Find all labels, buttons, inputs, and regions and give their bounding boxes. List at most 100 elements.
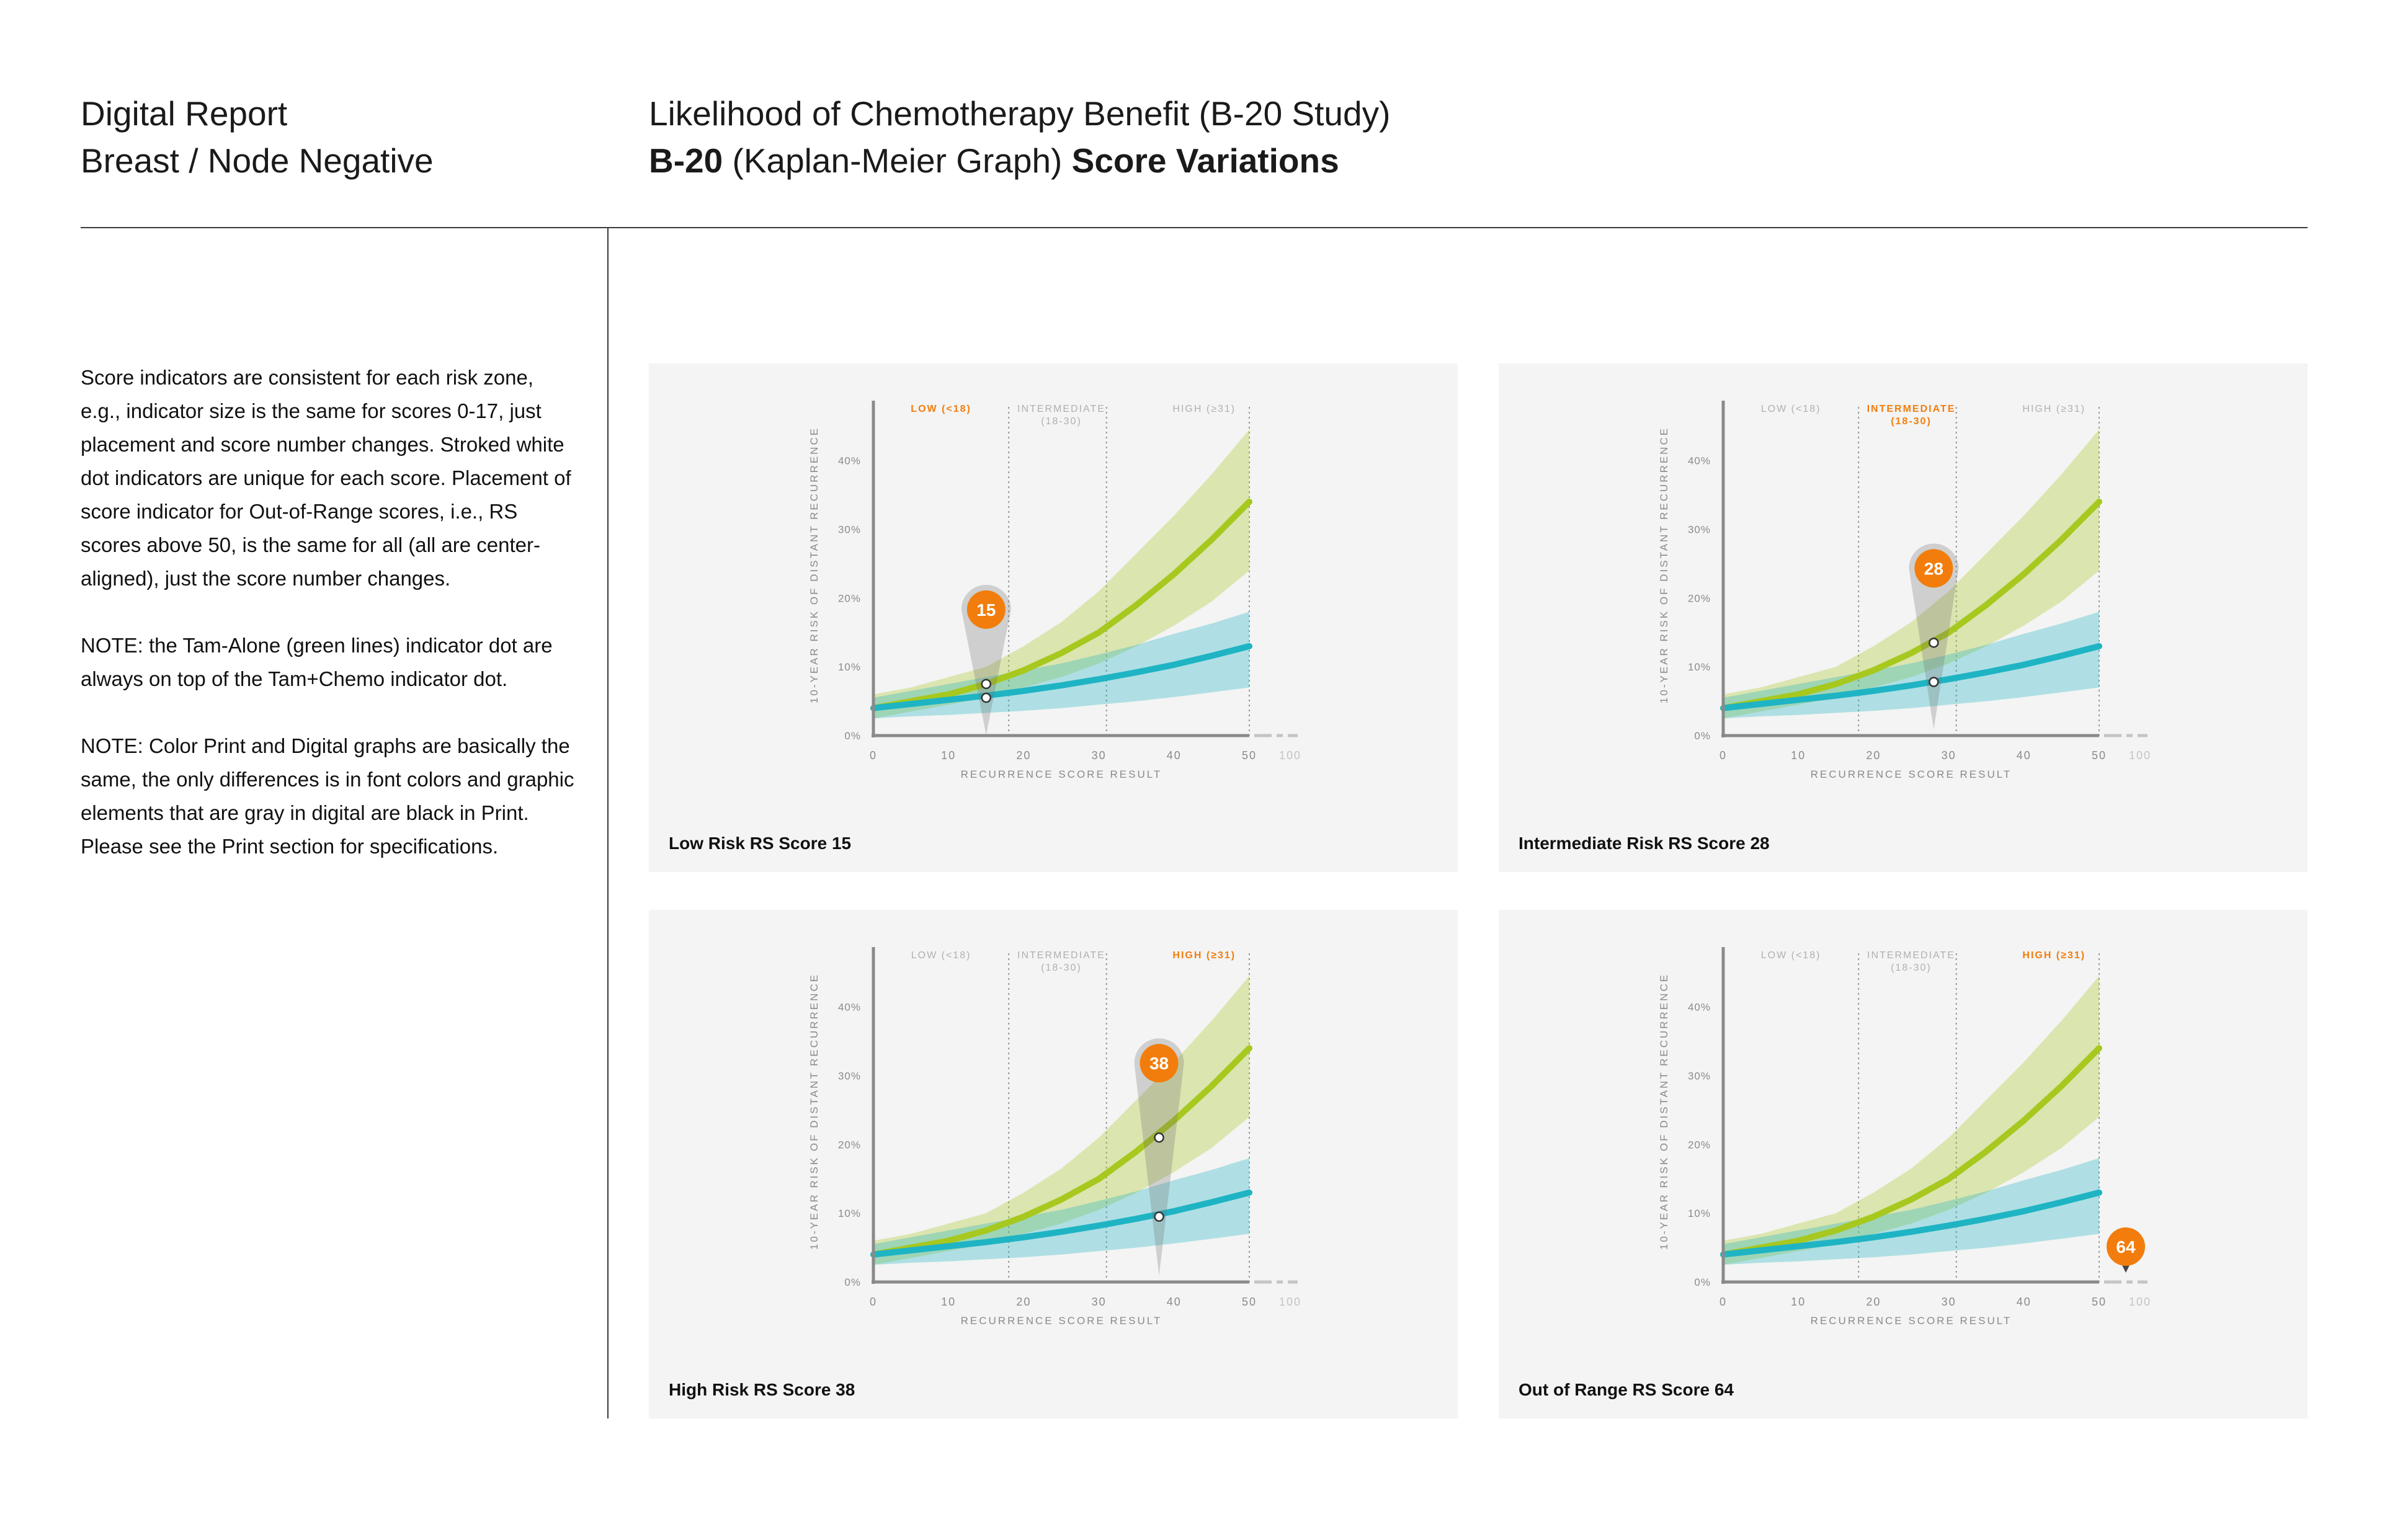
x-tick-label: 20 (1016, 1296, 1031, 1308)
tam-chemo-dot-icon (1154, 1211, 1164, 1222)
note-paragraph: Score indicators are consistent for each… (81, 366, 571, 590)
section-title-line2: B-20 (Kaplan-Meier Graph) Score Variatio… (649, 137, 1390, 184)
tam-alone-line (1720, 499, 2102, 711)
report-title: Digital Report Breast / Node Negative (81, 90, 434, 184)
header-divider (81, 227, 2308, 228)
x-tick-label: 0 (870, 749, 877, 762)
x-tick-label: 30 (1942, 1296, 1956, 1308)
tam-alone-line (1720, 1045, 2102, 1258)
y-axis-label: 10-YEAR RISK OF DISTANT RECURRENCE (808, 427, 820, 703)
x-tick-label: 100 (2129, 749, 2151, 762)
x-tick-label: 100 (1279, 749, 1301, 762)
x-tick-label: 10 (1791, 1296, 1806, 1308)
y-tick-label: 30% (838, 523, 861, 535)
y-tick-label: 20% (1688, 592, 1711, 604)
x-tick-label: 40 (1167, 749, 1182, 762)
y-tick-label: 0% (844, 730, 861, 742)
y-tick-label: 20% (1688, 1139, 1711, 1151)
chart-panel-intermediate: 0% 10% 20% 30% 40% 0 10 20 30 40 50 100 RECURRENCE S… (1499, 363, 2308, 872)
zone-sublabel: (18-30) (1041, 416, 1082, 427)
zone-sublabel: (18-30) (1891, 963, 1932, 973)
x-tick-label: 0 (1720, 749, 1727, 762)
x-tick-label: 40 (2017, 749, 2032, 762)
y-tick-label: 10% (838, 1208, 861, 1219)
tam-alone-line (870, 499, 1252, 711)
x-tick-label: 0 (870, 1296, 877, 1308)
zone-label: LOW (<18) (911, 404, 971, 414)
chart-out-of-range: 0% 10% 20% 30% 40% 0 10 20 30 40 50 100 RECURRENCE S… (1658, 947, 2150, 1327)
report-title-line1: Digital Report (81, 94, 288, 133)
y-tick-label: 0% (1694, 730, 1711, 742)
x-tick-label: 100 (1279, 1296, 1301, 1308)
x-tick-label: 10 (941, 1296, 956, 1308)
y-tick-label: 40% (838, 455, 861, 467)
y-tick-label: 10% (1688, 1208, 1711, 1219)
y-tick-label: 20% (838, 592, 861, 604)
score-pointer (1134, 1038, 1184, 1276)
x-axis-label: RECURRENCE SCORE RESULT (1811, 768, 2012, 780)
zone-label: HIGH (≥31) (2022, 404, 2085, 414)
x-tick-label: 10 (1791, 749, 1806, 762)
zone-label: HIGH (≥31) (1172, 404, 1236, 414)
y-tick-label: 20% (838, 1139, 861, 1151)
chart-caption: Low Risk RS Score 15 (669, 834, 852, 853)
tam-alone-line (870, 1045, 1252, 1258)
section-title-bold-variations: Score Variations (1071, 141, 1339, 180)
score-value: 38 (1149, 1054, 1169, 1073)
x-tick-label: 50 (2092, 1296, 2107, 1308)
tam-chemo-line (870, 643, 1252, 711)
notes-column: Score indicators are consistent for each… (81, 361, 577, 897)
x-tick-label: 50 (2092, 749, 2107, 762)
zone-label: INTERMEDIATE (1867, 950, 1955, 961)
x-tick-label: 10 (941, 749, 956, 762)
x-tick-label: 0 (1720, 1296, 1727, 1308)
column-divider (607, 228, 609, 1418)
tam-alone-dot-icon (1154, 1132, 1164, 1143)
note-paragraph: NOTE: Color Print and Digital graphs are… (81, 734, 574, 858)
tam-chemo-dot-icon (1929, 677, 1939, 687)
tam-chemo-line (1720, 643, 2102, 711)
section-title-line1: Likelihood of Chemotherapy Benefit (B-20… (649, 94, 1391, 133)
score-value: 28 (1924, 559, 1943, 578)
y-axis-label: 10-YEAR RISK OF DISTANT RECURRENCE (1658, 427, 1670, 703)
y-tick-label: 30% (838, 1070, 861, 1082)
section-title-mid: (Kaplan-Meier Graph) (723, 141, 1072, 180)
section-title: Likelihood of Chemotherapy Benefit (B-20… (649, 90, 1390, 184)
zone-label: LOW (<18) (1761, 950, 1821, 961)
x-tick-label: 20 (1866, 1296, 1881, 1308)
x-tick-label: 50 (1242, 1296, 1257, 1308)
tam-alone-dot-icon (1929, 638, 1939, 648)
chart-panel-out-of-range: 0% 10% 20% 30% 40% 0 10 20 30 40 50 100 RECURRENCE S… (1499, 910, 2308, 1418)
score-marker-icon (966, 590, 1006, 629)
x-tick-label: 30 (1092, 749, 1107, 762)
chart-intermediate: 0% 10% 20% 30% 40% 0 10 20 30 40 50 100 RECURRENCE S… (1658, 401, 2151, 780)
y-tick-label: 0% (844, 1276, 861, 1288)
zone-label: HIGH (≥31) (2022, 950, 2085, 961)
y-tick-label: 10% (1688, 661, 1711, 673)
section-title-bold-b20: B-20 (649, 141, 723, 180)
x-tick-label: 30 (1942, 749, 1956, 762)
x-tick-label: 20 (1016, 749, 1031, 762)
score-marker-icon (2107, 1227, 2145, 1266)
tam-chemo-dot-icon (981, 692, 992, 703)
chart-low: 0% 10% 20% 30% 40% 0 10 20 30 40 50 100 RECURRENCE S… (808, 401, 1301, 780)
zone-label: LOW (<18) (911, 950, 971, 961)
score-marker-icon (1140, 1044, 1179, 1083)
report-title-line2: Breast / Node Negative (81, 141, 434, 180)
chart-high: 0% 10% 20% 30% 40% 0 10 20 30 40 50 100 RECURRENCE S… (808, 947, 1301, 1327)
chart-caption: Intermediate Risk RS Score 28 (1519, 834, 1770, 853)
x-axis-label: RECURRENCE SCORE RESULT (961, 768, 1162, 780)
chart-caption: Out of Range RS Score 64 (1519, 1380, 1734, 1399)
y-tick-label: 40% (1688, 1002, 1711, 1013)
y-tick-label: 10% (838, 661, 861, 673)
x-tick-label: 40 (2017, 1296, 2032, 1308)
zone-label: LOW (<18) (1761, 404, 1821, 414)
chart-panel-low: 0% 10% 20% 30% 40% 0 10 20 30 40 50 100 RECURRENCE S… (649, 363, 1458, 872)
score-marker-icon (1914, 549, 1953, 588)
y-axis-label: 10-YEAR RISK OF DISTANT RECURRENCE (1658, 973, 1670, 1250)
tam-chemo-line (1720, 1189, 2102, 1258)
chart-caption: High Risk RS Score 38 (669, 1380, 855, 1399)
x-tick-label: 40 (1167, 1296, 1182, 1308)
zone-sublabel: (18-30) (1041, 963, 1082, 973)
zone-label: INTERMEDIATE (1017, 404, 1105, 414)
